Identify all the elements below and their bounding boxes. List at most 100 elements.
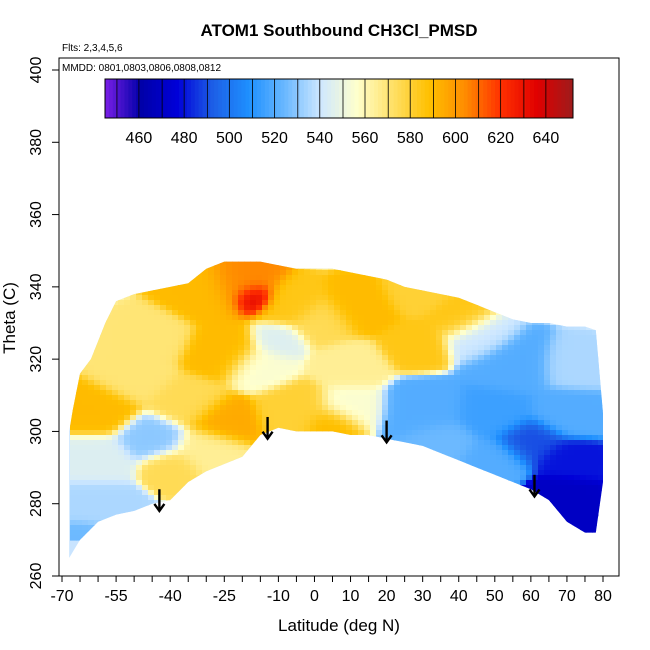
heatmap-cell (76, 330, 83, 336)
heatmap-cell (88, 410, 95, 416)
heatmap-cell (328, 390, 335, 396)
heatmap-cell (490, 425, 497, 431)
heatmap-cell (388, 320, 395, 326)
heatmap-cell (508, 415, 515, 421)
heatmap-cell (346, 425, 353, 431)
dates-annotation: MMDD: 0801,0803,0806,0808,0812 (62, 63, 221, 74)
heatmap-cell (220, 300, 227, 306)
heatmap-cell (418, 265, 425, 271)
heatmap-cell (466, 335, 473, 341)
heatmap-cell (364, 475, 371, 481)
heatmap-cell (574, 250, 581, 256)
heatmap-cell (556, 275, 563, 281)
heatmap-cell (178, 350, 185, 356)
heatmap-cell (148, 410, 155, 416)
heatmap-cell (340, 470, 347, 476)
heatmap-cell (124, 370, 131, 376)
heatmap-cell (370, 375, 377, 381)
heatmap-cell (310, 355, 317, 361)
heatmap-cell (514, 290, 521, 296)
heatmap-cell (340, 255, 347, 261)
heatmap-cell (316, 350, 323, 356)
heatmap-cell (184, 280, 191, 286)
heatmap-cell (436, 295, 443, 301)
heatmap-cell (436, 490, 443, 496)
heatmap-cell (388, 450, 395, 456)
heatmap-cell (94, 255, 101, 261)
heatmap-cell (574, 420, 581, 426)
heatmap-cell (178, 390, 185, 396)
heatmap-cell (154, 405, 161, 411)
heatmap-cell (496, 485, 503, 491)
heatmap-cell (280, 250, 287, 256)
heatmap-cell (70, 475, 77, 481)
heatmap-cell (592, 430, 599, 436)
heatmap-cell (304, 475, 311, 481)
heatmap-cell (352, 325, 359, 331)
heatmap-cell (388, 415, 395, 421)
heatmap-cell (148, 440, 155, 446)
heatmap-cell (124, 345, 131, 351)
heatmap-cell (520, 275, 527, 281)
heatmap-cell (340, 335, 347, 341)
heatmap-cell (304, 340, 311, 346)
heatmap-cell (376, 265, 383, 271)
heatmap-cell (292, 410, 299, 416)
heatmap-cell (514, 370, 521, 376)
heatmap-cell (466, 440, 473, 446)
heatmap-cell (346, 470, 353, 476)
heatmap-cell (340, 295, 347, 301)
heatmap-cell (490, 400, 497, 406)
heatmap-cell (82, 370, 89, 376)
heatmap-cell (460, 365, 467, 371)
heatmap-cell (448, 485, 455, 491)
heatmap-cell (472, 325, 479, 331)
heatmap-cell (214, 390, 221, 396)
heatmap-cell (190, 460, 197, 466)
heatmap-cell (586, 300, 593, 306)
heatmap-cell (382, 375, 389, 381)
heatmap-cell (394, 330, 401, 336)
heatmap-cell (598, 285, 603, 291)
heatmap-cell (340, 500, 347, 506)
heatmap-cell (346, 265, 353, 271)
heatmap-cell (472, 465, 479, 471)
heatmap-cell (100, 320, 107, 326)
heatmap-cell (148, 460, 155, 466)
heatmap-cell (538, 505, 545, 511)
heatmap-cell (364, 245, 371, 251)
heatmap-cell (328, 355, 335, 361)
heatmap-cell (472, 240, 479, 246)
heatmap-cell (388, 500, 395, 506)
heatmap-cell (202, 430, 209, 436)
heatmap-cell (70, 350, 77, 356)
heatmap-cell (184, 440, 191, 446)
heatmap-cell (94, 465, 101, 471)
heatmap-cell (526, 420, 533, 426)
heatmap-cell (496, 410, 503, 416)
heatmap-cell (508, 355, 515, 361)
heatmap-cell (508, 305, 515, 311)
heatmap-cell (484, 510, 491, 516)
heatmap-cell (106, 380, 113, 386)
heatmap-cell (430, 445, 437, 451)
heatmap-cell (94, 240, 101, 246)
heatmap-cell (394, 385, 401, 391)
heatmap-cell (172, 475, 179, 481)
heatmap-cell (298, 305, 305, 311)
heatmap-cell (172, 375, 179, 381)
heatmap-cell (268, 475, 275, 481)
heatmap-cell (202, 500, 209, 506)
heatmap-cell (586, 375, 593, 381)
heatmap-cell (136, 355, 143, 361)
heatmap-cell (238, 405, 245, 411)
heatmap-cell (568, 320, 575, 326)
heatmap-cell (88, 275, 95, 281)
heatmap-cell (382, 295, 389, 301)
heatmap-cell (190, 405, 197, 411)
heatmap-cell (124, 245, 131, 251)
heatmap-cell (148, 330, 155, 336)
heatmap-cell (544, 500, 551, 506)
heatmap-cell (184, 310, 191, 316)
heatmap-cell (250, 410, 257, 416)
